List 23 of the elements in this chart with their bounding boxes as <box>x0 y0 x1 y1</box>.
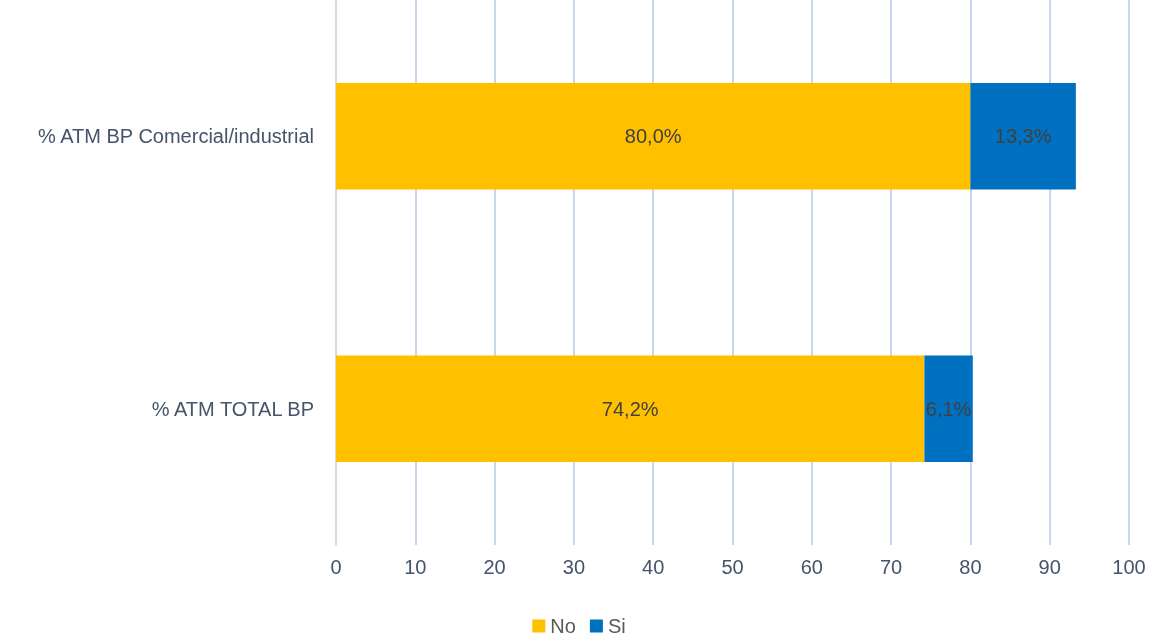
legend-label: Si <box>607 615 626 637</box>
y-tick-label: % ATM BP Comercial/industrial <box>37 125 314 148</box>
data-label: 74,2% <box>601 397 659 420</box>
x-tick-label: 0 <box>330 556 342 578</box>
bar <box>336 355 925 462</box>
data-label: 6,1% <box>925 397 972 420</box>
data-label: 13,3% <box>994 125 1052 148</box>
x-tick-label: 100 <box>1112 556 1146 578</box>
x-tick-label: 30 <box>562 556 586 578</box>
bar <box>924 355 973 462</box>
x-tick-label: 10 <box>404 556 427 578</box>
bar <box>970 83 1076 190</box>
x-tick-label: 60 <box>800 556 823 578</box>
y-tick-label: % ATM TOTAL BP <box>151 397 314 420</box>
bar <box>336 83 971 190</box>
x-tick-label: 20 <box>483 556 506 578</box>
x-tick-label: 80 <box>959 556 982 578</box>
data-label: 80,0% <box>624 125 682 148</box>
legend-label: No <box>550 615 576 637</box>
x-tick-label: 70 <box>879 556 903 578</box>
x-tick-label: 90 <box>1038 556 1061 578</box>
x-tick-label: 50 <box>721 556 744 578</box>
x-tick-label: 40 <box>642 556 665 578</box>
